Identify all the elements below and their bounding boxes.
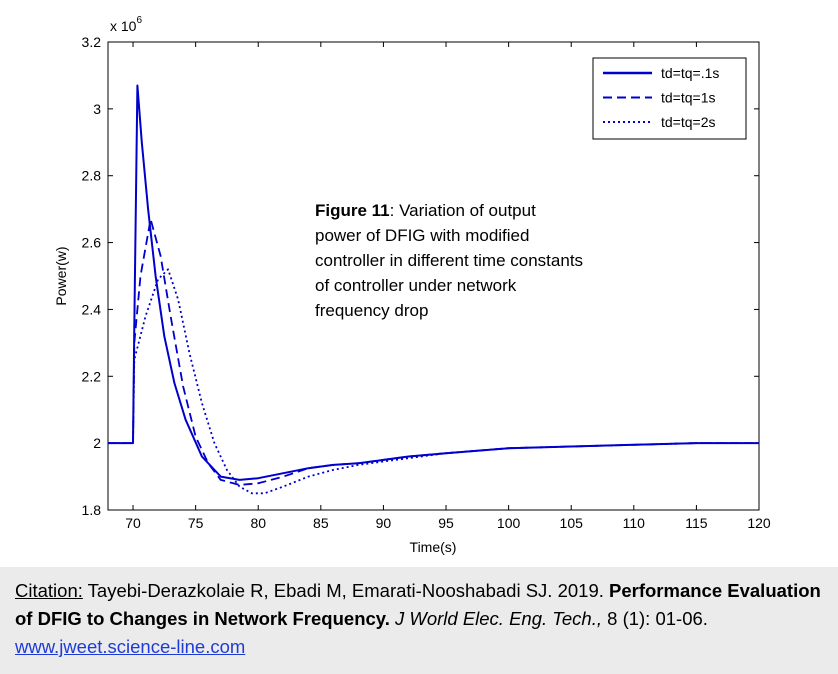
y-tick-label: 2.2: [82, 368, 102, 384]
x-tick-label: 85: [313, 515, 329, 531]
figure-caption-label: Figure 11: [315, 201, 390, 220]
x-tick-label: 90: [376, 515, 392, 531]
y-tick-label: 1.8: [82, 502, 102, 518]
x-tick-label: 75: [188, 515, 204, 531]
citation-link[interactable]: www.jweet.science-line.com: [15, 636, 246, 657]
citation-box: Citation: Tayebi-Derazkolaie R, Ebadi M,…: [0, 567, 838, 674]
y-tick-label: 2.4: [82, 301, 102, 317]
x-tick-label: 110: [623, 515, 646, 531]
x-tick-label: 70: [125, 515, 141, 531]
citation-label: Citation:: [15, 580, 83, 601]
figure-caption: Figure 11: Variation of output power of …: [315, 198, 585, 323]
x-tick-label: 95: [438, 515, 454, 531]
series-line-dashed: [108, 218, 759, 486]
citation-journal: J World Elec. Eng. Tech.,: [389, 608, 602, 629]
y-multiplier: x 106: [110, 15, 142, 34]
legend-label: td=tq=1s: [661, 90, 716, 106]
x-tick-label: 115: [685, 515, 708, 531]
x-tick-label: 80: [250, 515, 266, 531]
y-axis-label: Power(w): [53, 246, 69, 305]
citation-authors: Tayebi-Derazkolaie R, Ebadi M, Emarati-N…: [82, 580, 610, 601]
legend-label: td=tq=.1s: [661, 65, 719, 81]
y-tick-label: 2: [93, 435, 101, 451]
x-tick-label: 105: [560, 515, 584, 531]
y-tick-label: 2.8: [82, 168, 102, 184]
y-tick-label: 2.6: [82, 235, 102, 251]
power-chart: 70 75 80 85 90 95 100 105 110 115 120 1.8 2 2.2 2.4 2.6…: [53, 15, 771, 555]
x-axis-label: Time(s): [410, 539, 457, 555]
x-tick-label: 120: [747, 515, 771, 531]
legend-label: td=tq=2s: [661, 114, 716, 130]
citation-text: Citation: Tayebi-Derazkolaie R, Ebadi M,…: [15, 577, 825, 661]
figure-caption-text: : Variation of output power of DFIG with…: [315, 201, 584, 320]
citation-volume: 8 (1): 01-06.: [602, 608, 708, 629]
citation-title: Performance Evaluation of DFIG to Change…: [15, 580, 821, 629]
legend: td=tq=.1s td=tq=1s td=tq=2s: [592, 57, 747, 140]
y-tick-label: 3.2: [82, 34, 102, 50]
axis-ticks: 70 75 80 85 90 95 100 105 110 115 120 1.8 2 2.2 2.4 2.6…: [82, 34, 771, 531]
x-tick-label: 100: [497, 515, 521, 531]
series-lines: [108, 84, 759, 495]
y-tick-label: 3: [93, 101, 101, 117]
